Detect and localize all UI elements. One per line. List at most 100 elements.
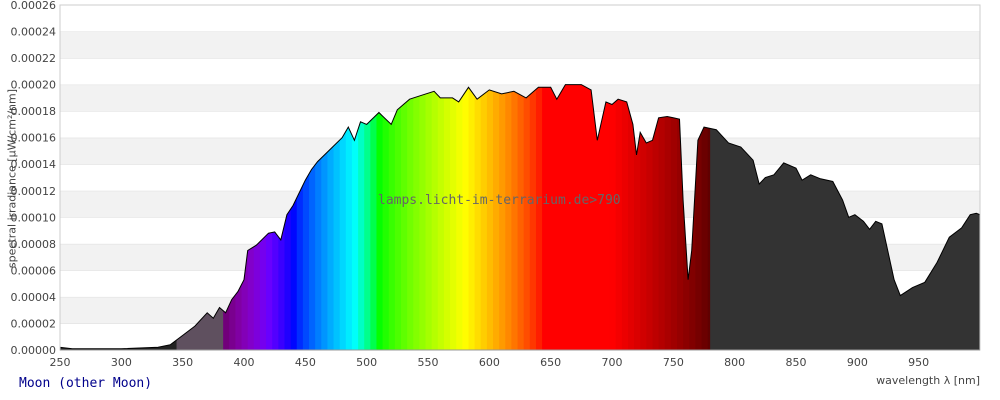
y-tick-label: 0.00024: [11, 26, 57, 39]
y-tick-label: 0.00014: [11, 158, 57, 171]
spectrum-band: [517, 84, 525, 350]
y-tick-label: 0.00018: [11, 105, 57, 118]
spectrum-band: [535, 84, 543, 350]
spectrum-band: [499, 84, 506, 350]
spectrum-band: [670, 84, 678, 350]
watermark: lamps.licht-im-terrarium.de>790: [378, 193, 621, 208]
x-tick-label: 300: [111, 356, 132, 369]
spectrum-band: [431, 84, 439, 350]
spectrum-band: [480, 84, 488, 350]
spectrum-band: [351, 84, 359, 350]
y-tick-label: 0.00022: [11, 52, 57, 65]
spectrum-band: [572, 84, 580, 350]
spectrum-band: [646, 84, 653, 350]
spectrum-band: [309, 84, 316, 350]
spectrum-band: [603, 84, 611, 350]
spectrum-band: [627, 84, 635, 350]
spectrum-band: [578, 84, 586, 350]
spectrum-band: [370, 84, 377, 350]
x-axis-label: wavelength λ [nm]: [876, 374, 980, 387]
spectrum-band: [419, 84, 427, 350]
x-tick-label: 350: [172, 356, 193, 369]
grid-band: [60, 58, 980, 85]
spectrum-band: [437, 84, 445, 350]
y-axis-label: spectral irradiance [µW/cm²/nm]: [5, 88, 19, 269]
spectrum-band: [425, 84, 433, 350]
spectrum-band: [382, 84, 390, 350]
spectrum-band: [523, 84, 531, 350]
spectrum-band: [695, 84, 703, 350]
spectrum-band: [542, 84, 549, 350]
spectrum-band: [486, 84, 494, 350]
x-tick-label: 700: [602, 356, 623, 369]
x-tick-label: 500: [356, 356, 377, 369]
spectrum-band: [394, 84, 402, 350]
grid-band: [60, 5, 980, 32]
spectrum-band: [658, 84, 666, 350]
x-tick-label: 250: [50, 356, 71, 369]
spectrum-band: [284, 84, 292, 350]
spectrum-band: [640, 84, 647, 350]
spectrum-band: [591, 84, 598, 350]
spectrum-band: [290, 84, 298, 350]
x-tick-label: 400: [234, 356, 255, 369]
spectrum-band: [585, 84, 592, 350]
x-tick-label: 900: [847, 356, 868, 369]
spectrum-band: [321, 84, 328, 350]
y-tick-label: 0.00010: [11, 211, 57, 224]
spectrum-band: [456, 84, 463, 350]
spectrum-band: [345, 84, 353, 350]
spectrum-band: [664, 84, 672, 350]
spectrum-band: [511, 84, 519, 350]
x-tick-label: 950: [908, 356, 929, 369]
spectrum-band: [296, 84, 304, 350]
spectrum-band: [364, 84, 371, 350]
spectrum-band: [529, 84, 537, 350]
x-tick-label: 850: [786, 356, 807, 369]
spectrum-line: [59, 84, 981, 351]
y-tick-label: 0.00000: [11, 344, 57, 357]
spectrum-band: [621, 84, 629, 350]
spectrum-band: [554, 84, 561, 350]
spectrum-band: [401, 84, 408, 350]
x-tick-label: 600: [479, 356, 500, 369]
x-tick-label: 800: [724, 356, 745, 369]
spectrum-band: [388, 84, 396, 350]
x-tick-label: 650: [540, 356, 561, 369]
y-tick-label: 0.00026: [11, 0, 57, 12]
spectrum-band: [609, 84, 617, 350]
spectrum-band: [327, 84, 335, 350]
y-tick-label: 0.00020: [11, 79, 57, 92]
spectrum-band: [652, 84, 660, 350]
spectrum-band: [493, 84, 500, 350]
spectrum-band: [505, 84, 512, 350]
y-tick-label: 0.00004: [11, 291, 57, 304]
x-tick-label: 450: [295, 356, 316, 369]
spectrum-band: [701, 84, 709, 350]
y-tick-label: 0.00016: [11, 132, 57, 145]
spectrum-band: [443, 84, 451, 350]
spectrum-band: [474, 84, 482, 350]
spectrum-band: [413, 84, 420, 350]
spectrum-band: [677, 84, 684, 350]
spectrum-band: [358, 84, 365, 350]
spectrum-band: [315, 84, 322, 350]
spectrum-band: [376, 84, 384, 350]
spectrum-band: [560, 84, 568, 350]
lamp-title-link[interactable]: Moon (other Moon): [19, 376, 153, 391]
spectrum-band: [450, 84, 457, 350]
spectrum-band: [566, 84, 574, 350]
y-tick-label: 0.00006: [11, 264, 57, 277]
grid-band: [60, 31, 980, 59]
spectrum-band: [615, 84, 623, 350]
spectrum-band: [302, 84, 310, 350]
x-tick-label: 750: [663, 356, 684, 369]
spectrum-band: [339, 84, 347, 350]
y-tick-label: 0.00008: [11, 238, 57, 251]
x-tick-label: 550: [418, 356, 439, 369]
y-tick-label: 0.00002: [11, 317, 57, 330]
spectrum-band: [597, 84, 604, 350]
spectrum-band: [548, 84, 555, 350]
